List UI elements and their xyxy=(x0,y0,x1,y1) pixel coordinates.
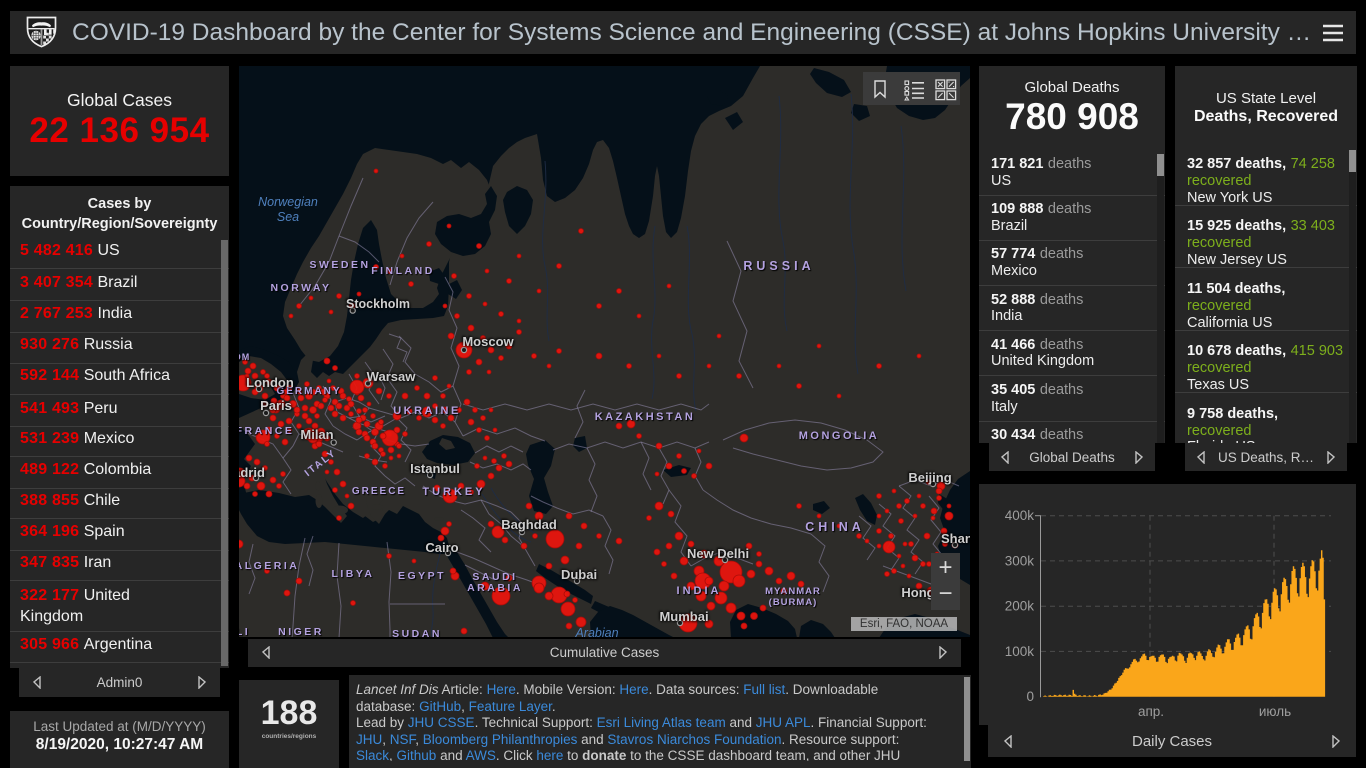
svg-text:400k: 400k xyxy=(1005,508,1035,523)
svg-text:ALGERIA: ALGERIA xyxy=(239,560,299,572)
svg-text:Stockholm: Stockholm xyxy=(346,297,410,311)
svg-text:GERMANY: GERMANY xyxy=(276,386,341,397)
svg-text:RUSSIA: RUSSIA xyxy=(743,259,814,273)
svg-text:Moscow: Moscow xyxy=(462,334,514,349)
svg-text:июль: июль xyxy=(1259,704,1291,719)
svg-text:INDIA: INDIA xyxy=(677,585,722,597)
svg-text:MYANMAR: MYANMAR xyxy=(765,586,821,597)
svg-text:FINLAND: FINLAND xyxy=(371,265,435,277)
svg-text:Baghdad: Baghdad xyxy=(501,517,557,532)
svg-text:NIGER: NIGER xyxy=(278,626,324,637)
svg-text:Paris: Paris xyxy=(260,398,292,413)
svg-text:EGYPT: EGYPT xyxy=(398,570,446,582)
svg-text:New Delhi: New Delhi xyxy=(687,546,749,561)
svg-text:OM: OM xyxy=(239,352,250,362)
svg-text:Beijing: Beijing xyxy=(908,470,951,485)
svg-text:KAZAKHSTAN: KAZAKHSTAN xyxy=(595,411,696,423)
svg-text:SAUDI: SAUDI xyxy=(472,571,517,583)
svg-text:LIBYA: LIBYA xyxy=(331,568,374,580)
svg-text:Cairo: Cairo xyxy=(425,540,458,555)
svg-text:GREECE: GREECE xyxy=(352,486,406,497)
svg-text:Milan: Milan xyxy=(300,427,333,442)
svg-text:300k: 300k xyxy=(1005,553,1035,568)
svg-text:ARABIA: ARABIA xyxy=(467,582,523,594)
svg-text:0: 0 xyxy=(1026,689,1034,704)
svg-text:FRANCE: FRANCE xyxy=(239,425,294,437)
svg-text:Warsaw: Warsaw xyxy=(367,369,417,384)
svg-text:MONGOLIA: MONGOLIA xyxy=(799,430,880,442)
svg-text:200k: 200k xyxy=(1005,599,1035,614)
svg-text:100k: 100k xyxy=(1005,644,1035,659)
svg-text:Arabian: Arabian xyxy=(574,626,618,637)
svg-text:Norwegian: Norwegian xyxy=(258,195,318,209)
svg-text:Mumbai: Mumbai xyxy=(659,609,708,624)
svg-text:CHINA: CHINA xyxy=(805,520,865,534)
svg-text:adrid: adrid xyxy=(239,465,265,480)
svg-text:апр.: апр. xyxy=(1138,704,1164,719)
svg-text:Sea: Sea xyxy=(277,210,299,224)
svg-text:SUDAN: SUDAN xyxy=(392,628,442,637)
svg-text:Istanbul: Istanbul xyxy=(410,461,460,476)
svg-text:NORWAY: NORWAY xyxy=(270,282,331,294)
svg-text:(BURMA): (BURMA) xyxy=(769,597,818,608)
svg-text:London: London xyxy=(246,375,294,390)
svg-text:SWEDEN: SWEDEN xyxy=(309,259,370,271)
svg-text:Hong: Hong xyxy=(901,585,934,600)
svg-text:Dubai: Dubai xyxy=(561,567,597,582)
svg-text:Shan: Shan xyxy=(941,531,970,546)
svg-text:UKRAINE: UKRAINE xyxy=(393,405,461,417)
svg-text:TURKEY: TURKEY xyxy=(422,486,485,498)
svg-text:LI: LI xyxy=(239,626,250,637)
